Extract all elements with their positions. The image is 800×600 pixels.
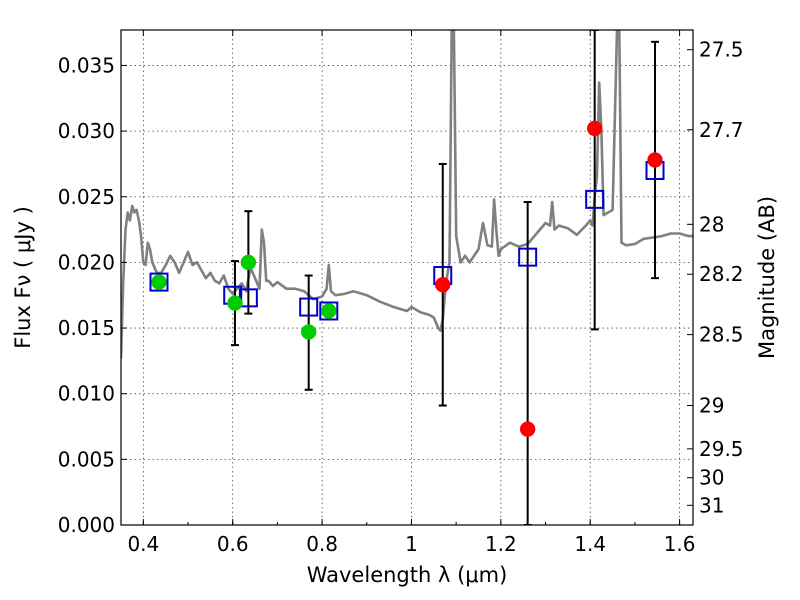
- model-band-square: [585, 189, 605, 209]
- photometry-point: [240, 254, 257, 271]
- model-band-square: [299, 297, 319, 317]
- x-tick-label: 1.6: [664, 532, 696, 556]
- plot-frame: [120, 29, 694, 526]
- x-tick-label: 1.2: [485, 532, 517, 556]
- y-tick-label: 0.030: [58, 119, 115, 143]
- error-bar: [523, 201, 532, 525]
- y-tick-label: 0.010: [58, 382, 115, 406]
- y-tick-label: 0.000: [58, 513, 115, 537]
- y2-tick-label: 31: [699, 493, 724, 517]
- plot-area: [121, 30, 693, 525]
- y-tick-label: 0.015: [58, 316, 115, 340]
- y2-tick-label: 29.5: [699, 437, 744, 461]
- x-tick-label: 0.8: [306, 532, 338, 556]
- x-tick-label: 1: [405, 532, 418, 556]
- photometry-point: [151, 274, 167, 290]
- photometry-point: [647, 152, 663, 168]
- photometry-point: [300, 324, 317, 340]
- y2-axis-title: Magnitude (AB): [755, 196, 779, 359]
- x-tick-label: 0.4: [127, 532, 159, 556]
- model-band-square: [149, 272, 169, 292]
- x-axis-title: Wavelength λ (μm): [307, 563, 508, 587]
- y2-tick-label: 30: [699, 466, 724, 490]
- photometry-point: [435, 276, 451, 293]
- y2-tick-label: 27.7: [699, 118, 744, 142]
- y-tick-label: 0.025: [58, 185, 115, 209]
- x-tick-label: 1.4: [574, 532, 606, 556]
- model-band-square: [319, 301, 339, 321]
- x-tick-label: 0.6: [217, 532, 249, 556]
- photometry-point: [586, 120, 603, 137]
- photometry-point: [321, 303, 337, 319]
- y-tick-label: 0.005: [58, 447, 115, 471]
- photometry-point: [227, 295, 243, 311]
- axes: 0.4 0.6 0.8 1 1.2 1.4 1.6 0.000 0.005 0.010 0.015 0…: [58, 30, 744, 556]
- y2-tick-label: 29: [699, 394, 724, 418]
- y2-tick-label: 27.5: [699, 38, 744, 62]
- y2-tick-label: 28.2: [699, 262, 744, 286]
- photometry-point: [519, 421, 536, 437]
- y-tick-label: 0.020: [58, 250, 115, 274]
- y2-tick-label: 28.5: [699, 323, 744, 347]
- model-band-square: [518, 247, 538, 267]
- model-spectrum-line: [121, 30, 693, 359]
- y2-tick-label: 28: [699, 212, 724, 236]
- y-tick-label: 0.035: [58, 53, 115, 77]
- error-bar: [590, 30, 599, 331]
- y-axis-title: Flux Fν ( μJy ): [11, 206, 35, 349]
- grid: [121, 30, 693, 526]
